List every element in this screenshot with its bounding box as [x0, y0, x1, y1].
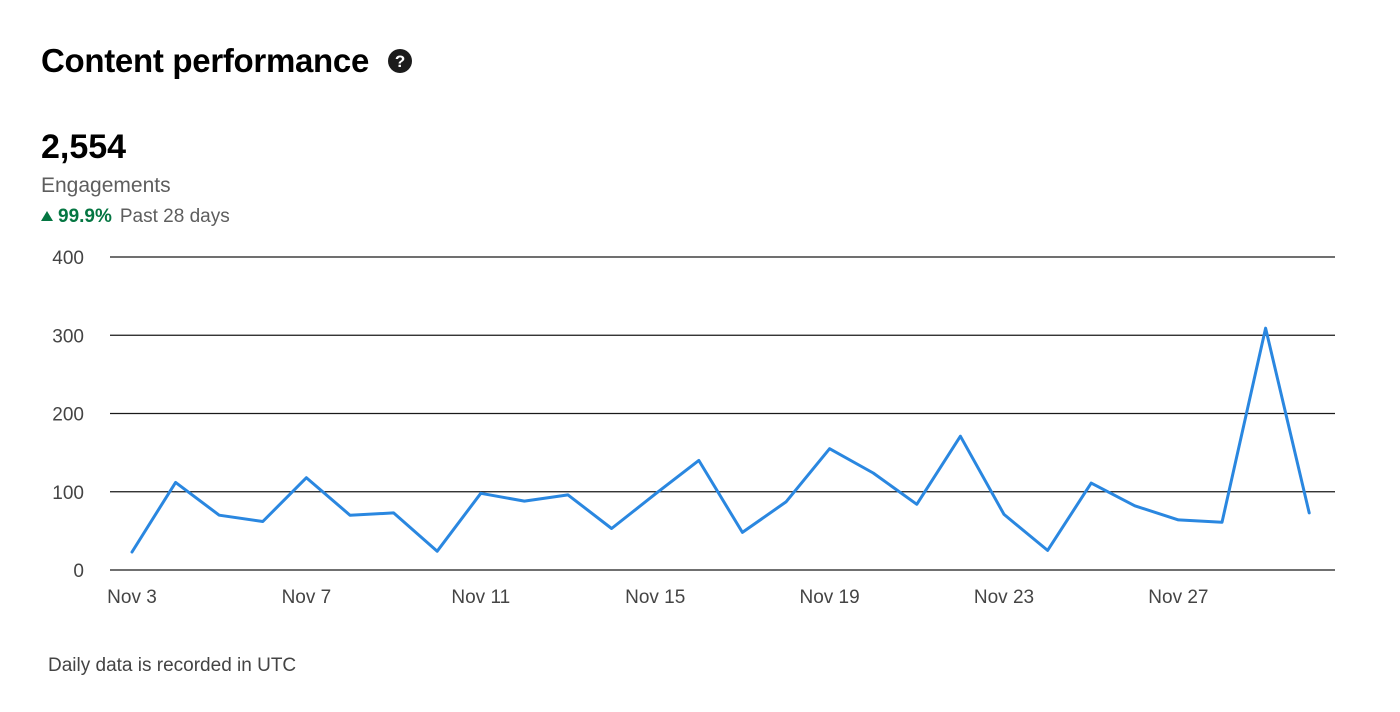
data-point[interactable] — [825, 444, 835, 454]
data-point[interactable] — [1173, 515, 1183, 525]
footnote: Daily data is recorded in UTC — [48, 655, 297, 676]
x-tick-label: Nov 15 — [625, 587, 685, 608]
gridlines — [110, 256, 1335, 571]
y-axis-ticks: 0 100 200 300 400 — [52, 248, 84, 582]
header: Content performance ? — [41, 38, 413, 84]
change-period: Past 28 days — [119, 206, 230, 227]
page-title: Content performance — [41, 42, 370, 79]
data-point[interactable] — [999, 509, 1009, 519]
data-point[interactable] — [301, 473, 311, 483]
x-tick-label: Nov 7 — [282, 587, 332, 608]
data-point[interactable] — [868, 468, 878, 478]
data-point[interactable] — [214, 510, 224, 520]
data-point[interactable] — [1130, 501, 1140, 511]
data-point[interactable] — [171, 477, 181, 487]
series-line-engagements — [130, 326, 1311, 554]
y-tick-label: 100 — [52, 483, 84, 504]
x-axis-ticks: Nov 3 Nov 7 Nov 11 Nov 15 Nov 19 Nov 23 Nov 27 — [107, 587, 1208, 608]
engagements-value: 2,554 — [41, 128, 127, 166]
data-point[interactable] — [345, 510, 355, 520]
series-layer — [127, 323, 1314, 557]
data-point[interactable] — [432, 546, 442, 556]
x-tick-label: Nov 3 — [107, 587, 157, 608]
data-point[interactable] — [476, 488, 486, 498]
engagements-label: Engagements — [41, 174, 171, 197]
triangle-up-icon — [41, 211, 53, 221]
x-tick-label: Nov 11 — [451, 587, 510, 608]
x-tick-label: Nov 19 — [799, 587, 859, 608]
data-point[interactable] — [1043, 545, 1053, 555]
data-point[interactable] — [694, 455, 704, 465]
change-percent: 99.9% — [58, 206, 112, 227]
y-tick-label: 400 — [52, 248, 84, 269]
change-indicator: 99.9% Past 28 days — [41, 205, 230, 229]
x-tick-label: Nov 27 — [1148, 587, 1208, 608]
question-circle-icon[interactable]: ? — [388, 49, 413, 73]
data-point[interactable] — [1217, 517, 1227, 527]
data-point[interactable] — [258, 516, 268, 526]
data-point[interactable] — [1086, 478, 1096, 488]
data-point[interactable] — [650, 489, 660, 499]
y-tick-label: 300 — [52, 326, 84, 347]
data-point[interactable] — [912, 499, 922, 509]
data-point[interactable] — [127, 547, 137, 557]
data-point[interactable] — [519, 496, 529, 506]
data-point[interactable] — [955, 431, 965, 441]
x-tick-label: Nov 23 — [974, 587, 1034, 608]
y-tick-label: 0 — [73, 561, 84, 582]
data-point[interactable] — [1261, 323, 1271, 333]
data-point[interactable] — [607, 524, 617, 534]
data-point[interactable] — [389, 508, 399, 518]
y-tick-label: 200 — [52, 405, 84, 426]
data-point[interactable] — [737, 527, 747, 537]
data-point[interactable] — [1304, 508, 1314, 518]
data-point[interactable] — [563, 490, 573, 500]
data-point[interactable] — [781, 497, 791, 507]
